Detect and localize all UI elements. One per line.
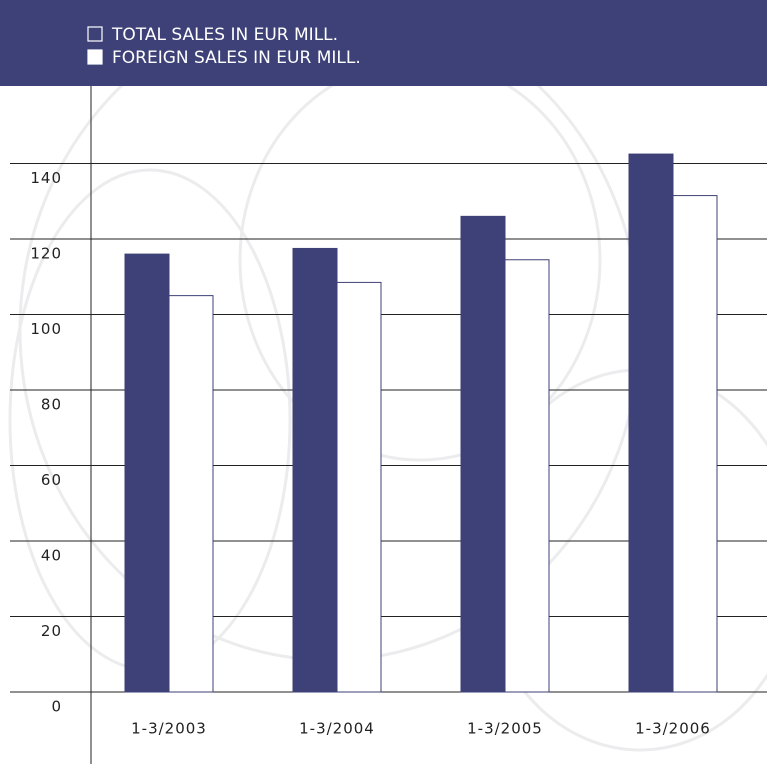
y-tick-label: 120 bbox=[30, 245, 62, 263]
x-tick-label: 1-3/2006 bbox=[635, 720, 711, 738]
y-tick-label: 80 bbox=[41, 396, 62, 414]
legend-label: TOTAL SALES IN EUR MILL. bbox=[111, 25, 338, 45]
bar bbox=[125, 254, 169, 692]
x-tick-label: 1-3/2004 bbox=[299, 720, 375, 738]
x-tick-label: 1-3/2005 bbox=[467, 720, 543, 738]
bar bbox=[629, 154, 673, 692]
y-tick-label: 40 bbox=[41, 547, 62, 565]
y-tick-label: 60 bbox=[41, 471, 62, 489]
legend-swatch bbox=[88, 50, 102, 64]
x-tick-label: 1-3/2003 bbox=[131, 720, 207, 738]
bar bbox=[505, 260, 549, 692]
bar bbox=[169, 296, 213, 692]
bar bbox=[337, 282, 381, 692]
y-tick-label: 20 bbox=[41, 622, 62, 640]
legend-label: FOREIGN SALES IN EUR MILL. bbox=[112, 48, 361, 68]
bar bbox=[293, 248, 337, 692]
bar bbox=[673, 196, 717, 692]
chart: 0 20 40 60 80 100 120 140 1-3/2003 1-3/2004 1-3/20… bbox=[0, 0, 767, 764]
bar bbox=[461, 216, 505, 692]
y-tick-label: 100 bbox=[30, 320, 62, 338]
y-tick-label: 140 bbox=[30, 169, 62, 187]
y-tick-label: 0 bbox=[51, 698, 62, 716]
